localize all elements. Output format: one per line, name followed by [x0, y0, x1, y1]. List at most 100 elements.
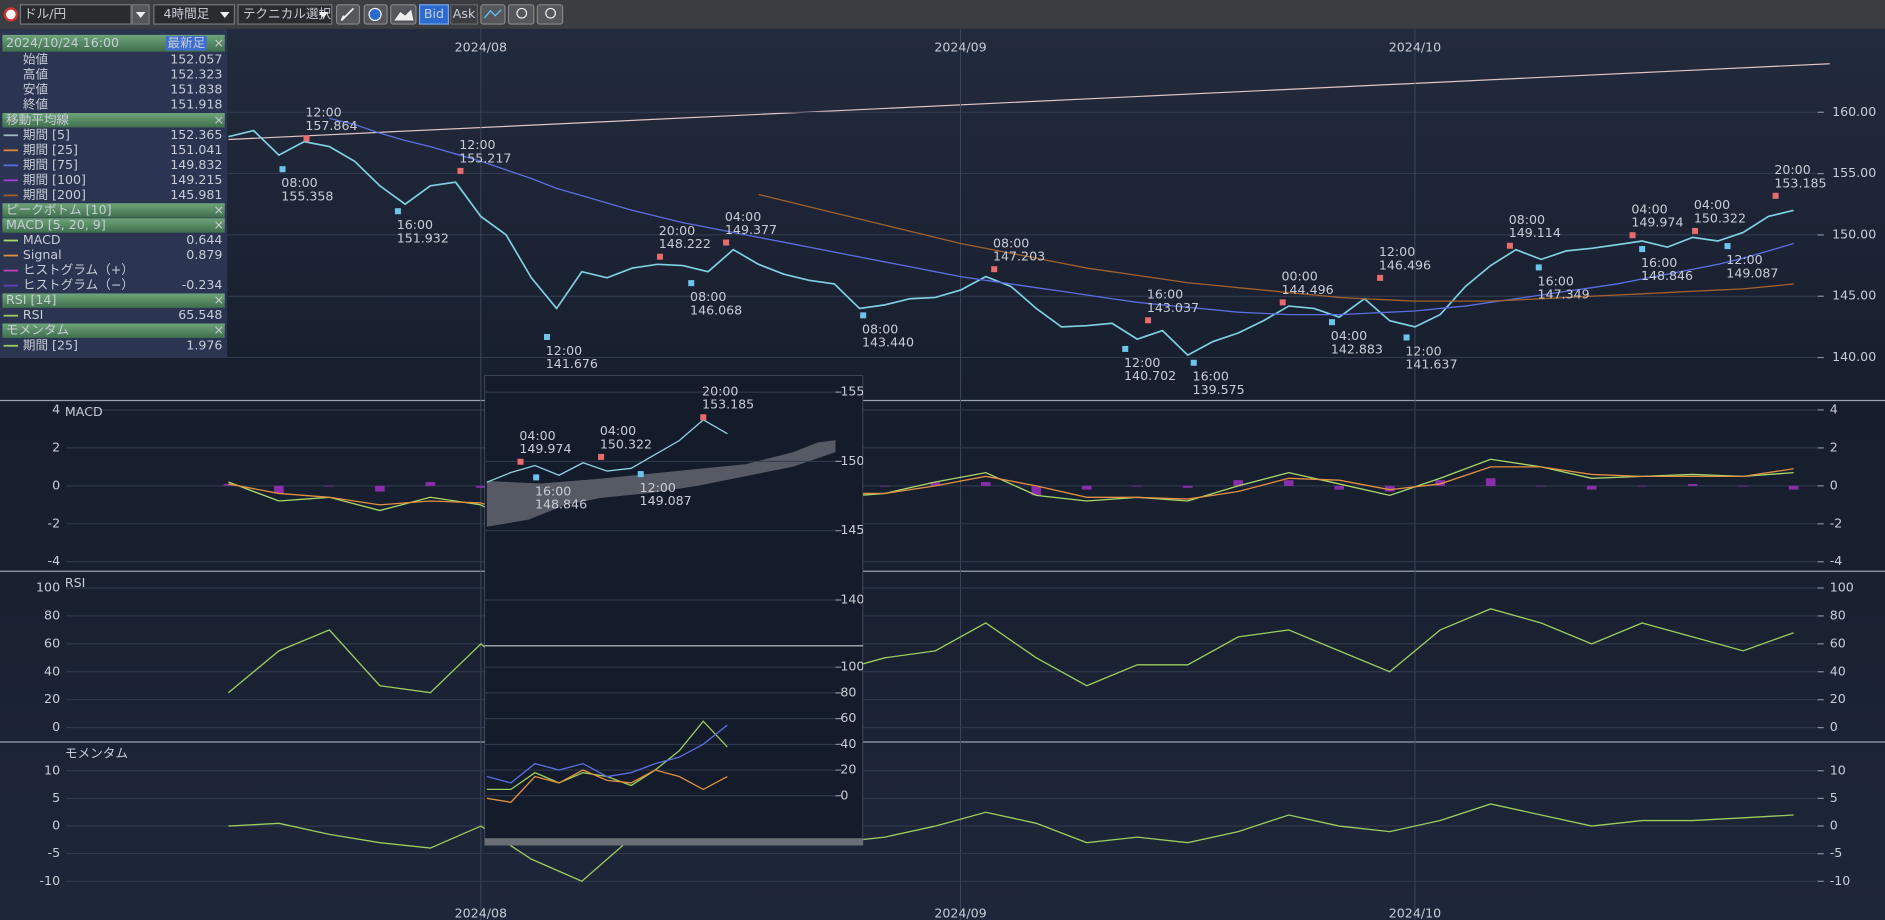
icon-button[interactable] [480, 4, 506, 25]
histogram-bar [879, 485, 890, 487]
annotation-time: 16:00 [1147, 287, 1183, 302]
icon-button[interactable] [536, 4, 564, 25]
annotation-value: 147.203 [993, 249, 1045, 264]
y-tick-label: 10 [44, 762, 60, 777]
peak-marker [457, 167, 464, 174]
dropdown-arrow [219, 12, 230, 19]
peak-marker [1145, 317, 1152, 324]
histogram-bar [1788, 485, 1799, 490]
y-tick-label: 60 [1830, 635, 1846, 650]
annotation-value: 148.222 [659, 236, 711, 251]
y-tick-label: 100 [36, 579, 60, 594]
close-button[interactable]: × [214, 112, 225, 127]
row-value: 145.981 [170, 187, 222, 202]
row-label: 期間 [25] [23, 142, 78, 157]
annotation-value: 149.377 [725, 222, 777, 237]
row-value: 149.832 [170, 157, 222, 172]
y-tick-label: 40 [840, 736, 856, 751]
annotation-time: 16:00 [397, 217, 433, 232]
section-title: モメンタム [6, 322, 69, 337]
y-tick-label: 145.00 [1832, 288, 1876, 303]
annotation-value: 140.702 [1124, 368, 1176, 383]
bottom-marker [1190, 359, 1197, 366]
y-tick-label: -5 [1830, 845, 1843, 860]
x-tick-label: 2024/08 [455, 40, 507, 55]
x-tick-label: 2024/09 [934, 905, 986, 920]
close-button[interactable]: × [214, 202, 225, 217]
panel-title: MACD [65, 404, 103, 419]
peak-marker [303, 135, 310, 142]
y-tick-label: 20 [44, 691, 60, 706]
close-button[interactable]: × [214, 217, 225, 232]
bottom-marker [1328, 319, 1336, 326]
dropdown-arrow [318, 12, 329, 19]
annotation-time: 08:00 [862, 321, 898, 336]
technical-select[interactable] [237, 4, 333, 25]
latest-button[interactable] [165, 36, 207, 51]
histogram-bar [1283, 480, 1294, 486]
annotation-time: 12:00 [1379, 244, 1415, 259]
ask-button[interactable] [450, 4, 478, 25]
panel-title: RSI [65, 575, 85, 590]
x-tick-label: 2024/08 [455, 905, 507, 920]
ohlc-value: 152.057 [170, 52, 222, 67]
bottom-marker [533, 474, 540, 481]
peak-marker [1629, 232, 1636, 239]
annotation-time: 04:00 [1694, 197, 1730, 212]
bottom-marker [1122, 345, 1129, 352]
close-button[interactable]: × [214, 35, 225, 50]
bid-button[interactable] [418, 4, 450, 25]
row-label: Signal [23, 247, 62, 262]
section-header [2, 218, 225, 233]
close-button[interactable]: × [214, 322, 225, 337]
close-button[interactable]: × [214, 292, 225, 307]
panel-title: モメンタム [65, 746, 128, 761]
annotation-time: 20:00 [1774, 162, 1810, 177]
histogram-bar [223, 483, 234, 486]
row-label: MACD [23, 232, 61, 247]
sub-panels [0, 400, 1885, 920]
y-tick-label: -10 [1830, 873, 1851, 888]
peak-marker [1692, 227, 1699, 234]
y-tick-label: 60 [840, 710, 856, 725]
annotation-value: 151.932 [397, 230, 449, 245]
annotation-time: 16:00 [535, 483, 571, 498]
y-tick-label: 140. [840, 591, 868, 606]
annotation-time: 04:00 [600, 423, 636, 438]
zoom-icon [545, 7, 557, 19]
histogram-bar [1687, 483, 1698, 486]
annotation-time: 08:00 [690, 289, 726, 304]
y-tick-label: 0 [52, 818, 60, 833]
timeframe-select[interactable] [153, 4, 236, 25]
histogram-bar [1081, 485, 1092, 490]
annotation-value: 143.037 [1147, 300, 1199, 315]
y-tick-label: 145. [840, 522, 868, 537]
histogram-bar [425, 482, 436, 486]
info-icon [368, 7, 382, 22]
histogram-bar [1233, 480, 1244, 486]
annotation-time: 04:00 [1331, 328, 1367, 343]
y-tick-label: 5 [1830, 790, 1838, 805]
annotation-value: 143.440 [862, 335, 914, 350]
y-tick-label: 155. [840, 384, 868, 399]
y-tick-label: 4 [52, 401, 60, 416]
row-label: RSI [23, 307, 43, 322]
histogram-bar [274, 485, 284, 494]
icon-button[interactable] [507, 4, 535, 25]
annotation-value: 153.185 [702, 397, 754, 412]
y-tick-label: 150. [840, 453, 868, 468]
bottom-marker [1403, 334, 1410, 341]
row-value: -0.234 [182, 277, 223, 292]
y-tick-label: 155.00 [1832, 165, 1876, 180]
row-label: 期間 [200] [23, 187, 86, 202]
annotation-value: 155.217 [459, 150, 511, 165]
dropdown-arrow [135, 12, 146, 19]
pair-select[interactable] [19, 4, 132, 25]
row-label: 期間 [100] [23, 172, 86, 187]
ohlc-value: 151.838 [170, 82, 222, 97]
histogram-bar [1536, 485, 1546, 487]
histogram-bar [1384, 485, 1395, 492]
y-tick-label: 150.00 [1832, 226, 1876, 241]
y-tick-label: 100 [840, 659, 864, 674]
bottom-marker [1724, 243, 1731, 250]
